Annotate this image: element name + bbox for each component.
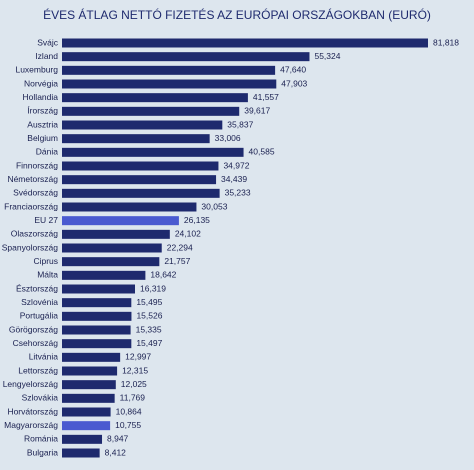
chart-title: ÉVES ÁTLAG NETTÓ FIZETÉS AZ EURÓPAI ORSZ… bbox=[43, 7, 431, 22]
category-label: EU 27 bbox=[34, 215, 58, 225]
category-label: Ciprus bbox=[33, 256, 58, 266]
category-label: Ausztria bbox=[27, 119, 58, 129]
bar bbox=[62, 270, 146, 280]
category-label: Olaszország bbox=[11, 229, 59, 239]
value-label: 39,617 bbox=[244, 106, 270, 116]
value-label: 15,526 bbox=[136, 311, 162, 321]
value-label: 15,497 bbox=[136, 338, 162, 348]
value-label: 35,837 bbox=[227, 119, 253, 129]
bar bbox=[62, 243, 162, 253]
bar bbox=[62, 448, 100, 458]
value-label: 10,864 bbox=[116, 406, 142, 416]
bar bbox=[62, 216, 179, 226]
category-label: Észtország bbox=[16, 283, 58, 293]
value-label: 47,640 bbox=[280, 65, 306, 75]
bar bbox=[62, 106, 240, 116]
bar bbox=[62, 38, 428, 48]
category-label: Bulgaria bbox=[27, 447, 58, 457]
value-label: 81,818 bbox=[433, 37, 459, 47]
bar bbox=[62, 202, 197, 212]
value-label: 12,315 bbox=[122, 365, 148, 375]
category-label: Portugália bbox=[20, 311, 59, 321]
value-label: 10,755 bbox=[115, 420, 141, 430]
value-label: 40,585 bbox=[249, 147, 275, 157]
bar bbox=[62, 188, 220, 198]
bar bbox=[62, 393, 115, 403]
category-label: Írország bbox=[27, 106, 58, 116]
value-label: 15,335 bbox=[136, 324, 162, 334]
value-label: 21,757 bbox=[164, 256, 190, 266]
bar bbox=[62, 298, 132, 308]
category-label: Svájc bbox=[37, 37, 59, 47]
bar bbox=[62, 147, 244, 157]
value-label: 41,557 bbox=[253, 92, 279, 102]
category-label: Hollandia bbox=[23, 92, 59, 102]
category-label: Lengyelország bbox=[3, 379, 59, 389]
bar bbox=[62, 366, 118, 376]
value-label: 8,947 bbox=[107, 434, 129, 444]
value-label: 11,769 bbox=[120, 393, 146, 403]
bar bbox=[62, 407, 111, 417]
category-label: Litvánia bbox=[29, 352, 59, 362]
category-label: Izland bbox=[35, 51, 58, 61]
value-label: 26,135 bbox=[184, 215, 210, 225]
bar bbox=[62, 325, 131, 335]
value-label: 34,439 bbox=[221, 174, 247, 184]
bar bbox=[62, 339, 132, 349]
value-label: 30,053 bbox=[201, 201, 227, 211]
bar bbox=[62, 161, 219, 171]
bar bbox=[62, 65, 276, 75]
category-label: Szlovénia bbox=[21, 297, 58, 307]
bar bbox=[62, 257, 160, 267]
category-label: Románia bbox=[24, 434, 58, 444]
bar bbox=[62, 229, 170, 239]
value-label: 12,997 bbox=[125, 352, 151, 362]
value-label: 47,903 bbox=[281, 78, 307, 88]
category-label: Spanyolország bbox=[2, 242, 59, 252]
category-label: Szlovákia bbox=[22, 393, 59, 403]
value-label: 8,412 bbox=[105, 447, 127, 457]
bar bbox=[62, 175, 217, 185]
category-label: Horvátország bbox=[7, 406, 58, 416]
category-label: Finnország bbox=[16, 160, 58, 170]
category-label: Svédország bbox=[13, 188, 58, 198]
bar bbox=[62, 284, 136, 294]
value-label: 55,324 bbox=[314, 51, 340, 61]
category-label: Luxemburg bbox=[15, 65, 58, 75]
category-label: Magyarország bbox=[4, 420, 58, 430]
category-label: Franciaország bbox=[4, 201, 58, 211]
value-label: 16,319 bbox=[140, 283, 166, 293]
bar bbox=[62, 434, 103, 444]
bar bbox=[62, 79, 277, 89]
bar bbox=[62, 93, 248, 103]
value-label: 34,972 bbox=[223, 160, 249, 170]
category-label: Málta bbox=[37, 270, 58, 280]
bar bbox=[62, 134, 210, 144]
value-label: 12,025 bbox=[121, 379, 147, 389]
bar bbox=[62, 120, 223, 130]
category-label: Belgium bbox=[27, 133, 58, 143]
category-label: Görögország bbox=[9, 324, 58, 334]
bar bbox=[62, 311, 132, 321]
value-label: 15,495 bbox=[136, 297, 162, 307]
bar bbox=[62, 421, 111, 431]
category-label: Csehország bbox=[13, 338, 59, 348]
value-label: 35,233 bbox=[225, 188, 251, 198]
value-label: 24,102 bbox=[175, 229, 201, 239]
category-label: Norvégia bbox=[24, 78, 58, 88]
value-label: 18,642 bbox=[150, 270, 176, 280]
category-label: Dánia bbox=[36, 147, 58, 157]
bar bbox=[62, 352, 121, 362]
category-label: Németország bbox=[7, 174, 58, 184]
category-label: Lettország bbox=[18, 365, 58, 375]
bar bbox=[62, 52, 310, 62]
value-label: 22,294 bbox=[167, 242, 193, 252]
bar bbox=[62, 380, 116, 390]
value-label: 33,006 bbox=[215, 133, 241, 143]
